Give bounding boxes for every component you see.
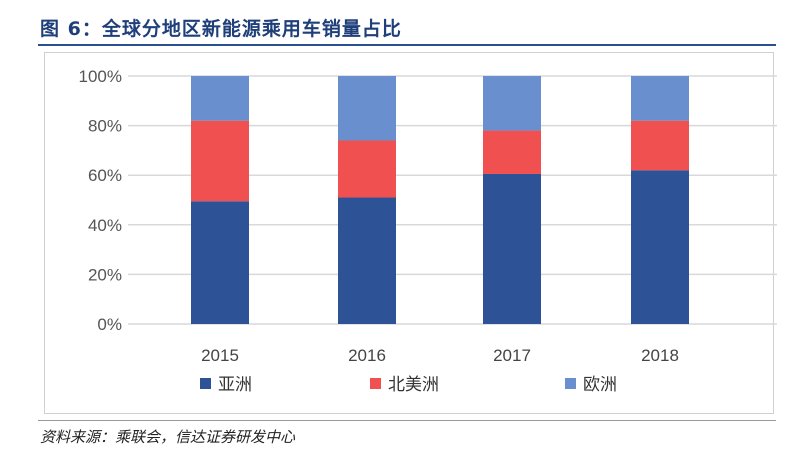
y-tick-label: 80%: [88, 117, 122, 136]
title-divider: [38, 44, 776, 46]
x-tick-label: 2016: [348, 346, 386, 365]
bar-segment-2018-1: [631, 120, 689, 171]
bar-segment-2015-1: [191, 120, 249, 202]
bar-segment-2017-0: [483, 173, 541, 324]
source-divider: [38, 420, 776, 421]
legend-swatch: [200, 378, 211, 389]
y-tick-label: 40%: [88, 216, 122, 235]
bar-segment-2015-2: [191, 76, 249, 121]
x-tick-label: 2017: [493, 346, 531, 365]
stacked-bar-chart: 0% 20% 40% 60% 80% 100% 2015 2016 2017 2018 亚洲 北美洲 欧…: [79, 67, 777, 394]
legend-label: 欧洲: [583, 375, 617, 394]
figure-title: 图 6：全球分地区新能源乘用车销量占比: [40, 18, 402, 40]
bar-segment-2018-2: [631, 76, 689, 121]
legend-swatch: [565, 378, 576, 389]
y-tick-label: 20%: [88, 265, 122, 284]
legend-label: 北美洲: [388, 375, 439, 394]
legend-label: 亚洲: [218, 375, 252, 394]
y-tick-label: 100%: [79, 67, 122, 86]
bar-segment-2016-2: [338, 76, 396, 141]
chart-frame: [44, 52, 774, 414]
y-tick-label: 0%: [97, 315, 122, 334]
bar-segment-2015-0: [191, 201, 249, 324]
bar-segment-2016-0: [338, 197, 396, 324]
x-tick-label: 2015: [201, 346, 239, 365]
bar-segment-2016-1: [338, 140, 396, 198]
bar-segment-2017-1: [483, 130, 541, 174]
bar-segment-2018-0: [631, 170, 689, 324]
y-tick-label: 60%: [88, 166, 122, 185]
bar-segment-2017-2: [483, 76, 541, 131]
x-tick-label: 2018: [641, 346, 679, 365]
legend-swatch: [370, 378, 381, 389]
source-note: 资料来源：乘联会，信达证券研发中心: [40, 428, 296, 446]
